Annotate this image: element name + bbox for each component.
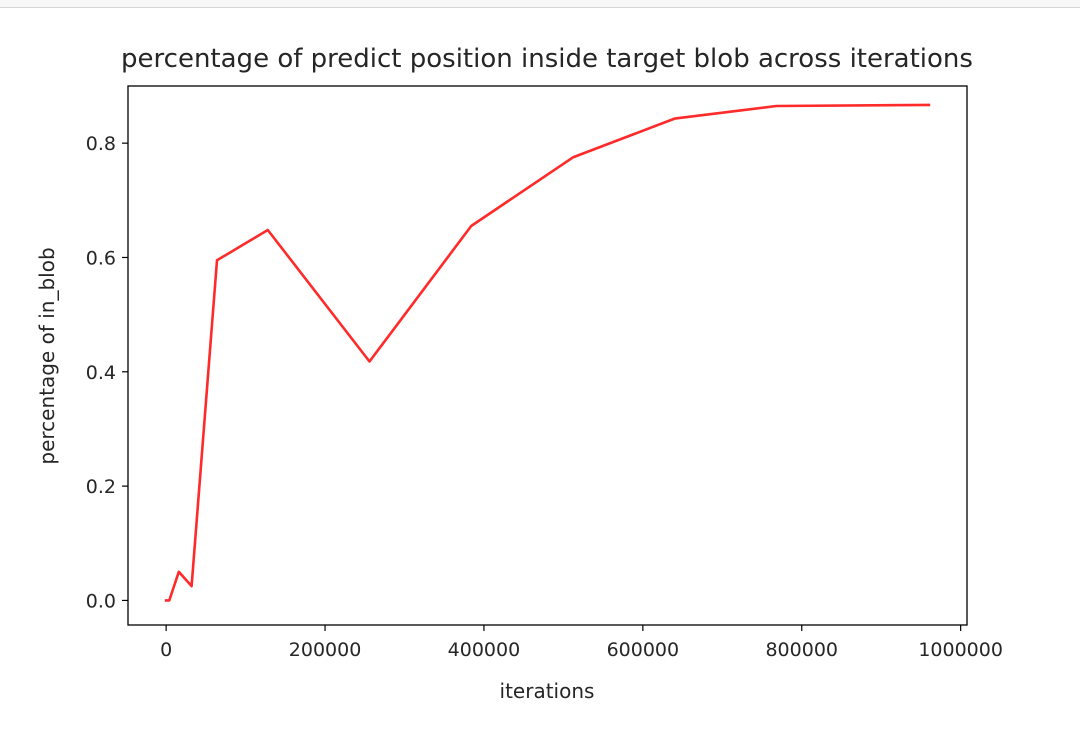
- y-tick-label: 0.4: [86, 362, 116, 384]
- x-tick-label: 800000: [765, 639, 838, 661]
- x-tick-label: 1000000: [918, 639, 1003, 661]
- y-tick-label: 0.0: [86, 590, 116, 612]
- notebook-cell-edge: [0, 0, 1080, 8]
- y-tick-label: 0.6: [86, 247, 116, 269]
- x-tick-label: 400000: [448, 639, 521, 661]
- series-line-0: [164, 103, 931, 602]
- y-tick-label: 0.8: [86, 133, 116, 155]
- x-tick-label: 200000: [289, 639, 362, 661]
- plot-frame: [127, 85, 968, 626]
- x-axis-label: iterations: [500, 679, 595, 703]
- x-tick-label: 600000: [607, 639, 680, 661]
- y-axis-label: percentage of in_blob: [35, 247, 59, 464]
- x-tick-label: 0: [160, 639, 172, 661]
- y-tick-label: 0.2: [86, 476, 116, 498]
- axis-ticks: 0 200000 400000 600000 800000 1000000 0.0 0.2 0.…: [86, 133, 1003, 661]
- plot-area: [127, 85, 968, 626]
- chart-title: percentage of predict position inside ta…: [121, 44, 973, 74]
